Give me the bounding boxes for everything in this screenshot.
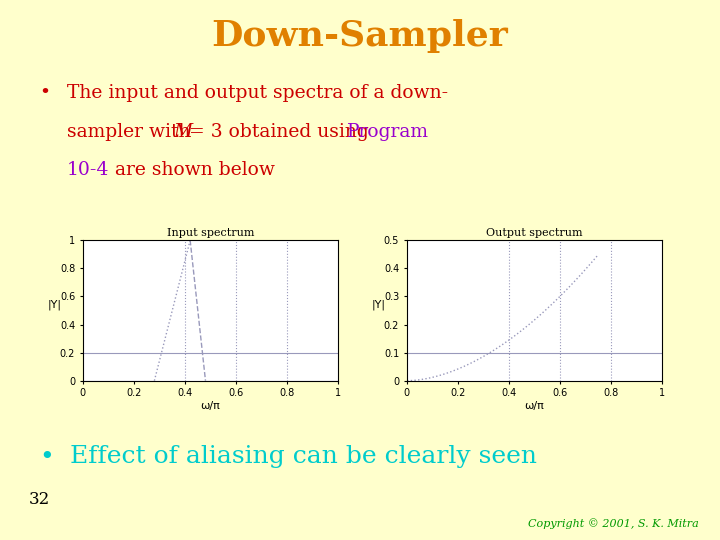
- Text: 32: 32: [29, 491, 50, 508]
- Text: 10-4: 10-4: [67, 161, 109, 179]
- Text: Down-Sampler: Down-Sampler: [212, 19, 508, 53]
- Y-axis label: |Y|: |Y|: [372, 300, 385, 310]
- Title: Output spectrum: Output spectrum: [486, 228, 583, 238]
- Text: •: •: [40, 446, 54, 469]
- Text: The input and output spectra of a down-: The input and output spectra of a down-: [67, 84, 448, 102]
- Text: Effect of aliasing can be clearly seen: Effect of aliasing can be clearly seen: [70, 446, 537, 469]
- Title: Input spectrum: Input spectrum: [167, 228, 254, 238]
- Y-axis label: |Y|: |Y|: [48, 300, 61, 310]
- Text: are shown below: are shown below: [109, 161, 274, 179]
- Text: •: •: [40, 84, 50, 102]
- X-axis label: ω/π: ω/π: [201, 401, 220, 411]
- Text: Program: Program: [347, 123, 429, 140]
- Text: sampler with: sampler with: [67, 123, 197, 140]
- Text: Copyright © 2001, S. K. Mitra: Copyright © 2001, S. K. Mitra: [528, 518, 698, 529]
- Text: = 3 obtained using: = 3 obtained using: [183, 123, 374, 140]
- Text: M: M: [174, 123, 193, 140]
- X-axis label: ω/π: ω/π: [525, 401, 544, 411]
